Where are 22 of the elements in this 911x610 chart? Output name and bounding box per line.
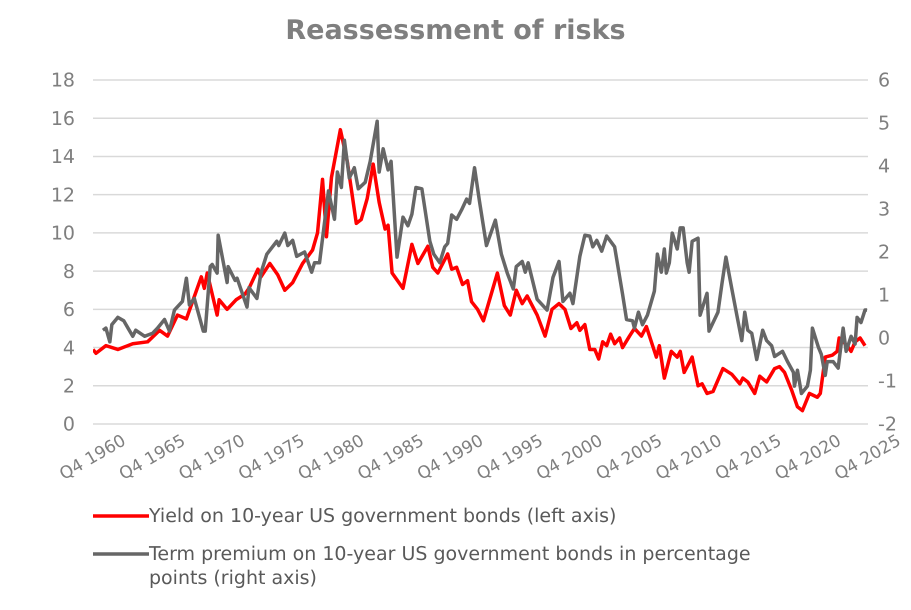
y2-tick-label: 2 xyxy=(878,242,890,264)
y2-tick-label: 0 xyxy=(878,328,890,350)
y-tick-label: 8 xyxy=(62,260,75,283)
y2-tick-label: 4 xyxy=(878,156,890,178)
y2-tick-label: -1 xyxy=(878,370,897,393)
y-tick-label: 6 xyxy=(62,299,75,322)
y-tick-label: 2 xyxy=(62,376,75,398)
y-tick-label: 14 xyxy=(50,146,75,168)
y-tick-label: 12 xyxy=(50,184,75,206)
y-tick-label: 18 xyxy=(50,70,75,92)
y-tick-label: 16 xyxy=(50,108,75,130)
legend-label: Yield on 10-year US government bonds (left axis) xyxy=(149,504,616,528)
y2-tick-label: 5 xyxy=(878,112,890,135)
legend-label: Term premium on 10-year US government bonds in percentage points (right axis) xyxy=(149,542,752,590)
y-tick-label: 4 xyxy=(62,337,75,360)
y-tick-label: 10 xyxy=(50,222,75,245)
y2-tick-label: 3 xyxy=(878,198,890,221)
chart-title: Reassessment of risks xyxy=(284,14,627,48)
y2-tick-label: -2 xyxy=(878,414,897,436)
y2-tick-label: 6 xyxy=(878,70,890,92)
y2-tick-label: 1 xyxy=(878,284,890,307)
y-tick-label: 0 xyxy=(62,414,75,436)
